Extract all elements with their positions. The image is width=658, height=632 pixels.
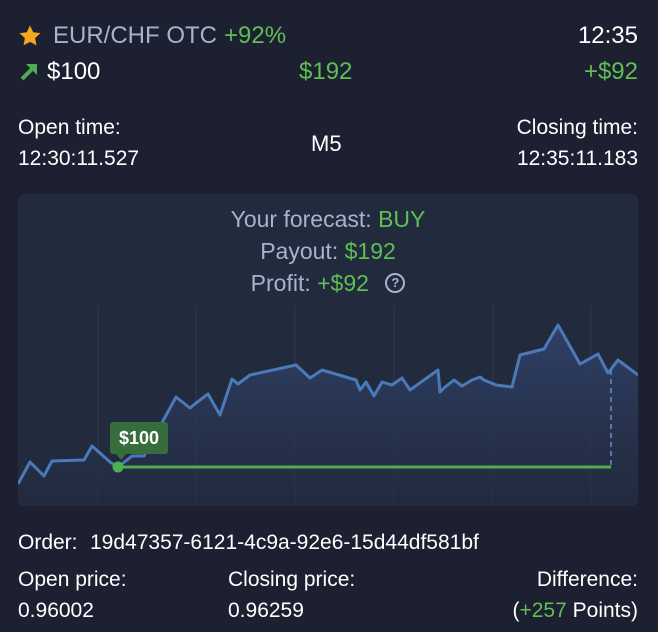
pair-name: EUR/CHF OTC [53, 22, 217, 49]
closing-price-label: Closing price: [228, 568, 356, 591]
closing-price-value: 0.96259 [228, 599, 304, 622]
difference-label: Difference: [536, 568, 638, 591]
arrow-up-right-icon [18, 60, 40, 87]
payout-line: Payout: $192 [18, 238, 638, 265]
forecast-line: Your forecast: BUY [18, 206, 638, 233]
price-chart [18, 306, 638, 506]
open-price-value: 0.96002 [18, 599, 94, 622]
open-time-label: Open time: [18, 116, 121, 139]
profit-line: Profit: +$92 ? [18, 270, 638, 297]
payout-value: $192 [344, 238, 396, 264]
open-price-label: Open price: [18, 568, 127, 591]
entry-point [112, 461, 124, 473]
price-area [18, 325, 638, 506]
order-label: Order: [18, 531, 78, 554]
profit-amount: +$92 [583, 58, 638, 85]
payout-amount: $192 [299, 58, 353, 85]
trade-chart-card: Your forecast: BUY Payout: $192 Profit: … [18, 194, 638, 506]
payout-percent: +92% [224, 22, 287, 49]
forecast-value: BUY [378, 206, 426, 232]
star-icon[interactable] [18, 24, 42, 53]
entry-amount-badge: $100 [110, 422, 169, 460]
price-line [18, 323, 638, 485]
difference-value-wrap: (+257 Points) [512, 599, 638, 623]
difference-open-paren: ( [512, 599, 520, 622]
profit-value: +$92 [317, 270, 369, 296]
question-circle-icon[interactable]: ? [385, 272, 406, 293]
closing-time-value: 12:35:11.183 [516, 147, 638, 170]
trade-amount: $100 [47, 58, 101, 85]
forecast-label: Your forecast: [230, 206, 372, 232]
difference-unit: Points) [572, 599, 638, 622]
payout-label: Payout: [260, 238, 339, 264]
difference-points: +257 [519, 599, 567, 622]
timeframe: M5 [311, 131, 342, 156]
order-id: 19d47357-6121-4c9a-92e6-15d44df581bf [90, 531, 479, 554]
open-time-value: 12:30:11.527 [18, 147, 140, 170]
closing-time-label: Closing time: [516, 116, 638, 139]
profit-label: Profit: [250, 270, 311, 296]
clock-time: 12:35 [577, 22, 638, 49]
